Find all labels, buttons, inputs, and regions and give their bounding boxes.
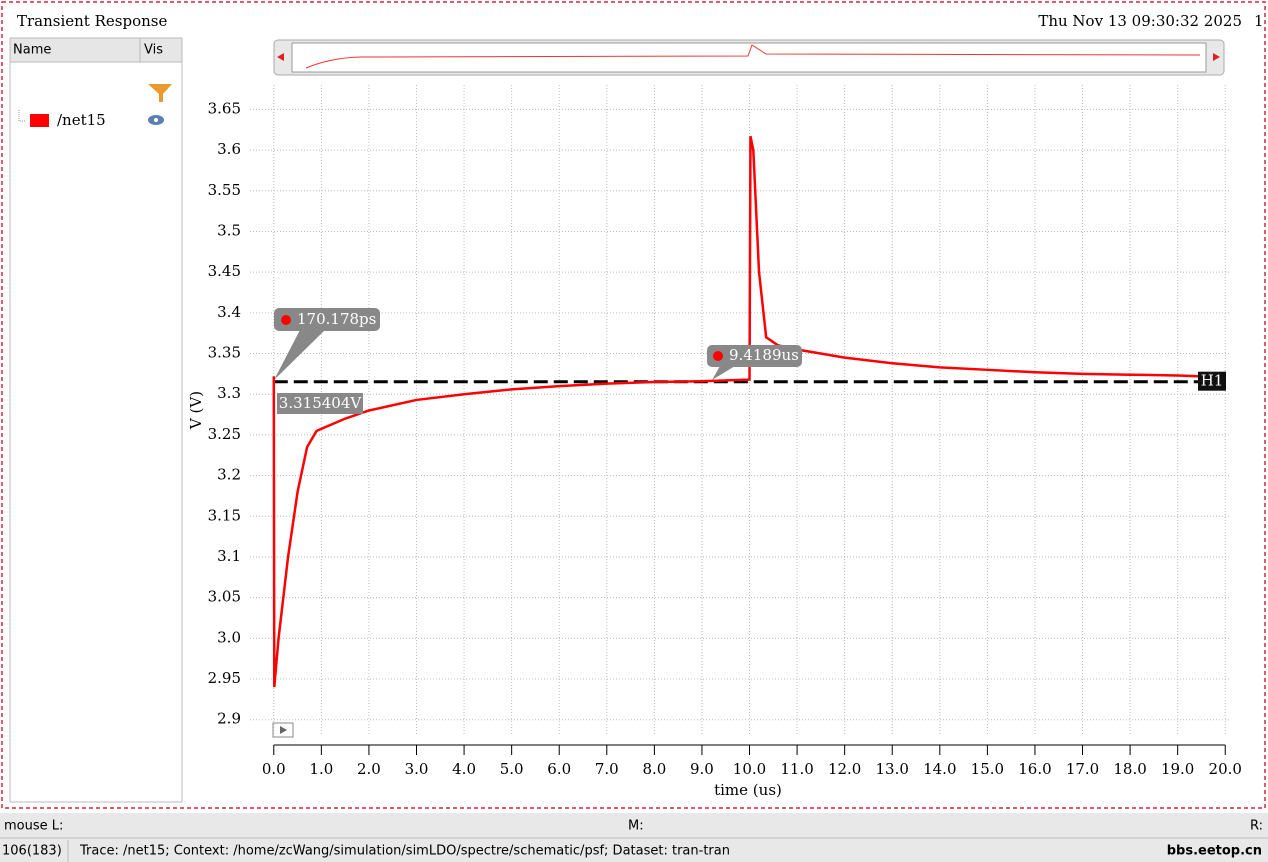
plot: 3.65 3.6 3.55 3.5 3.45 3.4 3.35 3.3 3.25 3.2 3.15 3…: [187, 85, 1242, 799]
scroll-left[interactable]: [277, 53, 284, 61]
y-tick-label: 3.45: [208, 262, 241, 280]
y-tick-label: 3.25: [208, 425, 241, 443]
watermark: bbs.eetop.cn: [1167, 844, 1262, 859]
y-tick-label: 2.9: [217, 710, 241, 728]
y-tick-label: 3.3: [217, 384, 241, 402]
y-tick-label: 3.2: [217, 466, 241, 484]
y-tick-label: 3.6: [217, 140, 241, 158]
x-tick-label: 19.0: [1161, 760, 1194, 778]
marker-pointer: [712, 366, 735, 380]
y-tick-label: 3.05: [208, 588, 241, 606]
x-tick-label: 8.0: [642, 760, 666, 778]
x-axis-label: time (us): [714, 781, 782, 799]
x-tick-label: 16.0: [1018, 760, 1051, 778]
h-marker-label: H1: [1201, 372, 1224, 390]
y-tick-label: 3.0: [217, 628, 241, 646]
x-tick-label: 14.0: [923, 760, 956, 778]
tree-line: [18, 110, 25, 122]
y-axis-label: V (V): [187, 391, 205, 430]
status-message: Trace: /net15; Context: /home/zcWang/sim…: [79, 844, 730, 859]
window-frame: [1, 1, 1266, 809]
sidebar: [9, 37, 183, 803]
timestamp: Thu Nov 13 09:30:32 2025: [1038, 12, 1242, 30]
overview-trace: [305, 44, 1201, 69]
y-tick-label: 3.55: [208, 181, 241, 199]
status-count: 106(183): [2, 844, 62, 859]
x-tick-label: 13.0: [876, 760, 909, 778]
y-tick-label: 3.35: [208, 344, 241, 362]
mouse-left: mouse L:: [4, 819, 63, 834]
marker-pointer: [274, 330, 325, 380]
overview-window[interactable]: [291, 42, 1207, 73]
mouse-right: R:: [1250, 819, 1263, 834]
y-tick-label: 3.4: [217, 303, 241, 321]
page-number: 1: [1254, 12, 1264, 30]
column-vis: Vis: [144, 43, 163, 58]
x-tick-label: 3.0: [405, 760, 429, 778]
y-tick-label: 3.15: [208, 506, 241, 524]
x-tick-label: 9.0: [690, 760, 714, 778]
trace-swatch: [30, 114, 49, 127]
x-tick-label: 18.0: [1113, 760, 1146, 778]
x-tick-label: 11.0: [780, 760, 813, 778]
marker-bubble: [274, 308, 380, 331]
y-tick-label: 3.1: [217, 547, 241, 565]
y-tick-label: 2.95: [208, 669, 241, 687]
x-tick-label: 0.0: [262, 760, 286, 778]
window-title: Transient Response: [17, 12, 167, 30]
sidebar-header: [9, 37, 183, 63]
mouse-mid: M:: [628, 819, 644, 834]
trace-line: [272, 136, 1202, 688]
column-name: Name: [13, 43, 51, 58]
value-tag: [277, 393, 363, 414]
visibility-icon-pupil: [154, 118, 158, 122]
x-tick-label: 7.0: [595, 760, 619, 778]
marker-dot: [713, 351, 723, 361]
filter-icon[interactable]: [148, 84, 172, 102]
x-tick-label: 17.0: [1066, 760, 1099, 778]
x-tick-label: 15.0: [971, 760, 1004, 778]
x-tick-label: 6.0: [547, 760, 571, 778]
x-tick-label: 20.0: [1209, 760, 1242, 778]
h-marker-tag: [1198, 371, 1226, 391]
y-tick-label: 3.65: [208, 99, 241, 117]
value-tag-label: 3.315404V: [279, 394, 363, 412]
x-tick-label: 10.0: [733, 760, 766, 778]
x-tick-label: 5.0: [500, 760, 524, 778]
marker-dot: [281, 315, 291, 325]
scroll-right[interactable]: [1213, 53, 1220, 61]
marker-bubble: [707, 345, 802, 367]
marker-label: 170.178ps: [297, 310, 376, 328]
x-tick-label: 4.0: [452, 760, 476, 778]
x-tick-label: 1.0: [309, 760, 333, 778]
trace-name[interactable]: /net15: [57, 111, 106, 129]
marker-label: 9.4189us: [729, 346, 799, 364]
y-tick-label: 3.5: [217, 221, 241, 239]
x-tick-label: 2.0: [357, 760, 381, 778]
x-tick-label: 12.0: [828, 760, 861, 778]
play-icon: [280, 726, 287, 734]
